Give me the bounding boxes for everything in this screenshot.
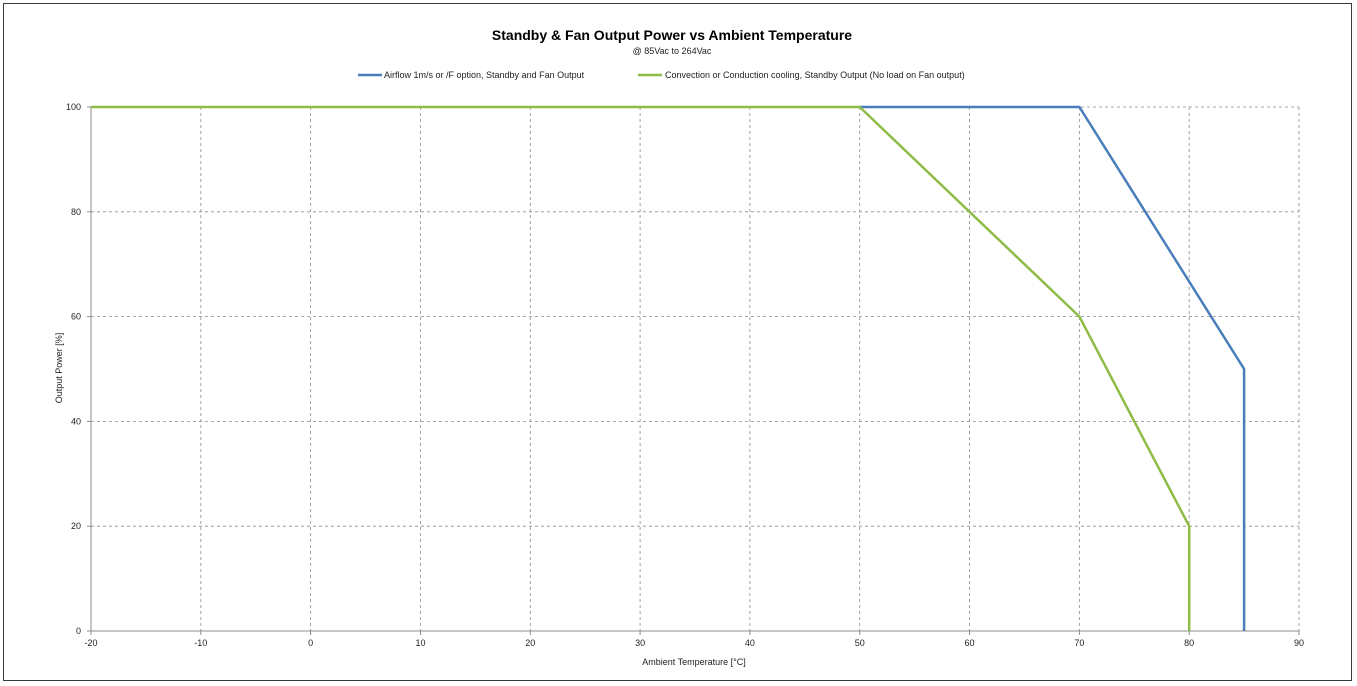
series-lines: [91, 105, 1246, 631]
series-line-1: [859, 105, 1246, 631]
y-tick-label: 40: [71, 416, 81, 426]
y-tick-label: 20: [71, 521, 81, 531]
grid: [91, 106, 1300, 631]
x-tick-label: 80: [1184, 638, 1194, 648]
x-tick-label: 40: [745, 638, 755, 648]
y-axis-label: Output Power [%]: [54, 333, 64, 404]
x-tick-label: 50: [855, 638, 865, 648]
x-tick-label: -20: [84, 638, 97, 648]
chart-title: Standby & Fan Output Power vs Ambient Te…: [492, 27, 852, 43]
x-tick-label: 90: [1294, 638, 1304, 648]
x-tick-label: 60: [965, 638, 975, 648]
x-tick-label: 30: [635, 638, 645, 648]
chart-subtitle: @ 85Vac to 264Vac: [633, 46, 712, 56]
tick-labels: -20 -10 0 10 20 30 40 50 60 70 80 90 0 20 40 60 80 100: [66, 102, 1304, 648]
chart-frame: [3, 3, 1352, 681]
x-axis-label: Ambient Temperature [°C]: [642, 657, 745, 667]
legend-label-2: Convection or Conduction cooling, Standb…: [665, 70, 965, 80]
x-tick-label: -10: [194, 638, 207, 648]
series-line-2: [91, 105, 1191, 631]
x-tick-label: 0: [308, 638, 313, 648]
x-tick-label: 70: [1074, 638, 1084, 648]
y-tick-label: 60: [71, 312, 81, 322]
x-tick-label: 10: [415, 638, 425, 648]
y-tick-label: 80: [71, 207, 81, 217]
legend-label-1: Airflow 1m/s or /F option, Standby and F…: [384, 70, 585, 80]
axes: [87, 106, 1300, 635]
x-tick-label: 20: [525, 638, 535, 648]
legend: Airflow 1m/s or /F option, Standby and F…: [358, 70, 965, 80]
y-tick-label: 100: [66, 102, 81, 112]
y-tick-label: 0: [76, 626, 81, 636]
